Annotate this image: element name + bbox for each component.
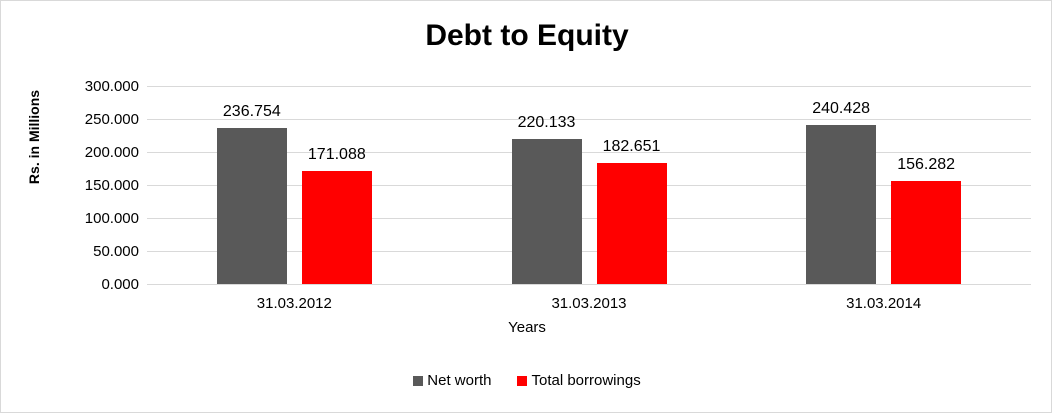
x-axis-category-label: 31.03.2014 [846, 295, 922, 312]
bar-total-borrowings[interactable] [891, 180, 962, 284]
y-axis-tick-label: 100.000 [84, 210, 139, 227]
bar-group [216, 86, 372, 284]
bar-net-worth[interactable] [806, 125, 877, 284]
bar-net-worth[interactable] [216, 127, 287, 284]
bar-value-label: 236.754 [222, 102, 281, 120]
y-axis-tick-label: 50.000 [93, 243, 139, 260]
legend-label: Net worth [427, 372, 492, 389]
y-axis-tick-label: 250.000 [84, 111, 139, 128]
gridline [147, 119, 1031, 120]
y-axis-tick-label: 0.000 [101, 276, 139, 293]
bar-value-label: 240.428 [812, 100, 871, 118]
gridline [147, 86, 1031, 87]
gridline [147, 152, 1031, 153]
x-axis-category-label: 31.03.2013 [551, 295, 627, 312]
chart-legend: Net worth Total borrowings [1, 372, 1051, 389]
bar-value-label: 220.133 [517, 113, 576, 131]
y-axis-tick-label: 300.000 [84, 78, 139, 95]
legend-item-net-worth[interactable]: Net worth [413, 373, 491, 388]
bar-value-label: 182.651 [602, 138, 661, 156]
legend-item-total-borrowings[interactable]: Total borrowings [517, 372, 641, 389]
gridline [147, 251, 1031, 252]
bar-value-label: 156.282 [897, 155, 956, 173]
bar-total-borrowings[interactable] [596, 163, 667, 284]
bar-total-borrowings[interactable] [301, 171, 372, 284]
bar-net-worth[interactable] [511, 138, 582, 284]
x-axis-category-label: 31.03.2012 [256, 295, 332, 312]
bar-group [806, 86, 962, 284]
gridline [147, 284, 1031, 285]
gridline [147, 218, 1031, 219]
y-axis-tick-label: 150.000 [84, 177, 139, 194]
legend-swatch-icon [517, 375, 528, 386]
legend-label: Total borrowings [531, 372, 641, 389]
bar-group [511, 86, 667, 284]
y-axis-title-label: Rs. in Millions [26, 89, 42, 185]
chart-title: Debt to Equity [425, 19, 629, 52]
y-axis-tick-label: 200.000 [84, 144, 139, 161]
gridline [147, 185, 1031, 186]
legend-swatch-icon [413, 375, 424, 386]
y-axis-title: Rs. in Millions [26, 90, 42, 184]
bar-value-label: 171.088 [307, 146, 366, 164]
x-axis-title: Years [508, 319, 546, 336]
plot-area [147, 86, 1031, 285]
